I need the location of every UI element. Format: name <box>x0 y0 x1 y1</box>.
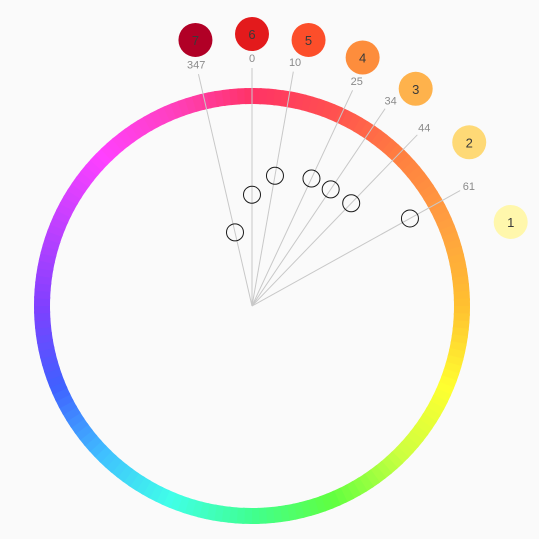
hue-spokes <box>197 68 461 307</box>
palette-swatch-label: 3 <box>412 82 419 97</box>
hue-handle[interactable] <box>302 169 321 188</box>
hue-degree-label: 34 <box>385 95 397 107</box>
palette-swatch-4[interactable] <box>345 40 380 75</box>
hue-handle[interactable] <box>243 185 261 204</box>
hue-degree-label: 44 <box>418 123 430 135</box>
palette-swatch-1[interactable] <box>493 204 528 239</box>
palette-swatch-label: 5 <box>305 33 312 48</box>
hue-handle[interactable] <box>400 209 419 228</box>
palette-swatch-2[interactable] <box>452 125 487 160</box>
palette-swatch-5[interactable] <box>291 22 326 57</box>
hue-spoke <box>251 108 386 307</box>
palette-swatch-6[interactable] <box>235 17 269 51</box>
palette-swatch-3[interactable] <box>398 71 433 106</box>
hue-spoke <box>251 190 461 307</box>
hue-spoke <box>251 90 354 307</box>
hue-degree-label: 0 <box>249 53 255 65</box>
hue-handle[interactable] <box>321 180 340 199</box>
hue-degree-label: 347 <box>187 59 205 71</box>
hue-handle[interactable] <box>265 166 284 185</box>
palette-swatch-7[interactable] <box>178 22 213 57</box>
palette-swatch-label: 1 <box>507 215 514 230</box>
hue-degree-label: 10 <box>289 57 301 69</box>
palette-swatch-label: 6 <box>248 27 255 42</box>
hue-ring[interactable] <box>34 88 470 524</box>
hue-handle[interactable] <box>342 194 361 213</box>
hue-degree-label: 25 <box>351 76 363 88</box>
hue-degree-label: 61 <box>463 181 475 193</box>
hue-handles[interactable] <box>225 166 419 242</box>
palette-swatch-label: 4 <box>359 51 366 66</box>
hue-spoke <box>251 71 294 307</box>
palette-swatch-label: 7 <box>192 33 199 48</box>
hue-spoke <box>251 134 418 307</box>
palette-swatch-label: 2 <box>466 135 473 150</box>
hue-handle[interactable] <box>225 223 244 242</box>
hue-spoke <box>197 73 253 307</box>
